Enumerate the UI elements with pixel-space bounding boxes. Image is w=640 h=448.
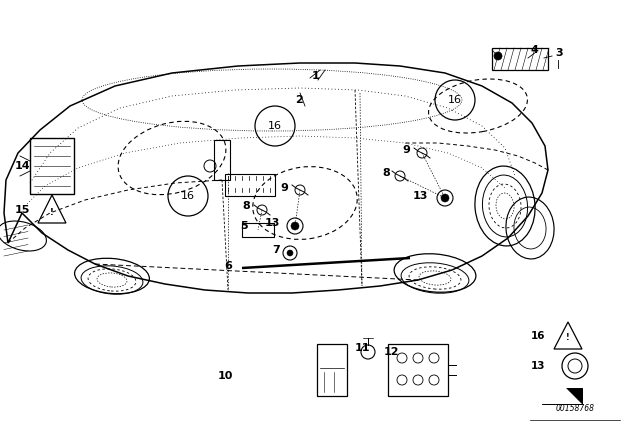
Text: 8: 8 — [382, 168, 390, 178]
Text: 16: 16 — [181, 191, 195, 201]
FancyBboxPatch shape — [542, 388, 582, 404]
Text: 13: 13 — [413, 191, 428, 201]
Text: 16: 16 — [531, 331, 545, 341]
Text: 11: 11 — [355, 343, 371, 353]
Circle shape — [291, 222, 299, 230]
Text: 8: 8 — [243, 201, 250, 211]
Text: 5: 5 — [241, 221, 248, 231]
Polygon shape — [542, 388, 582, 404]
Text: 2: 2 — [295, 95, 303, 105]
Text: 00158768: 00158768 — [556, 404, 595, 413]
Text: 14: 14 — [15, 161, 31, 171]
Circle shape — [287, 250, 293, 256]
Text: 13: 13 — [531, 361, 545, 371]
Text: 12: 12 — [384, 347, 399, 357]
Text: 9: 9 — [280, 183, 288, 193]
Text: 6: 6 — [224, 261, 232, 271]
Text: 1: 1 — [312, 71, 320, 81]
Circle shape — [494, 52, 502, 60]
Circle shape — [441, 194, 449, 202]
Text: 10: 10 — [218, 371, 234, 381]
Text: 15: 15 — [15, 205, 30, 215]
Text: 13: 13 — [264, 218, 280, 228]
Text: !: ! — [566, 332, 570, 341]
Text: 3: 3 — [555, 48, 563, 58]
Text: 4: 4 — [530, 45, 538, 55]
Text: 9: 9 — [402, 145, 410, 155]
Text: 16: 16 — [448, 95, 462, 105]
Text: !: ! — [50, 207, 54, 216]
Text: 7: 7 — [272, 245, 280, 255]
Text: 16: 16 — [268, 121, 282, 131]
